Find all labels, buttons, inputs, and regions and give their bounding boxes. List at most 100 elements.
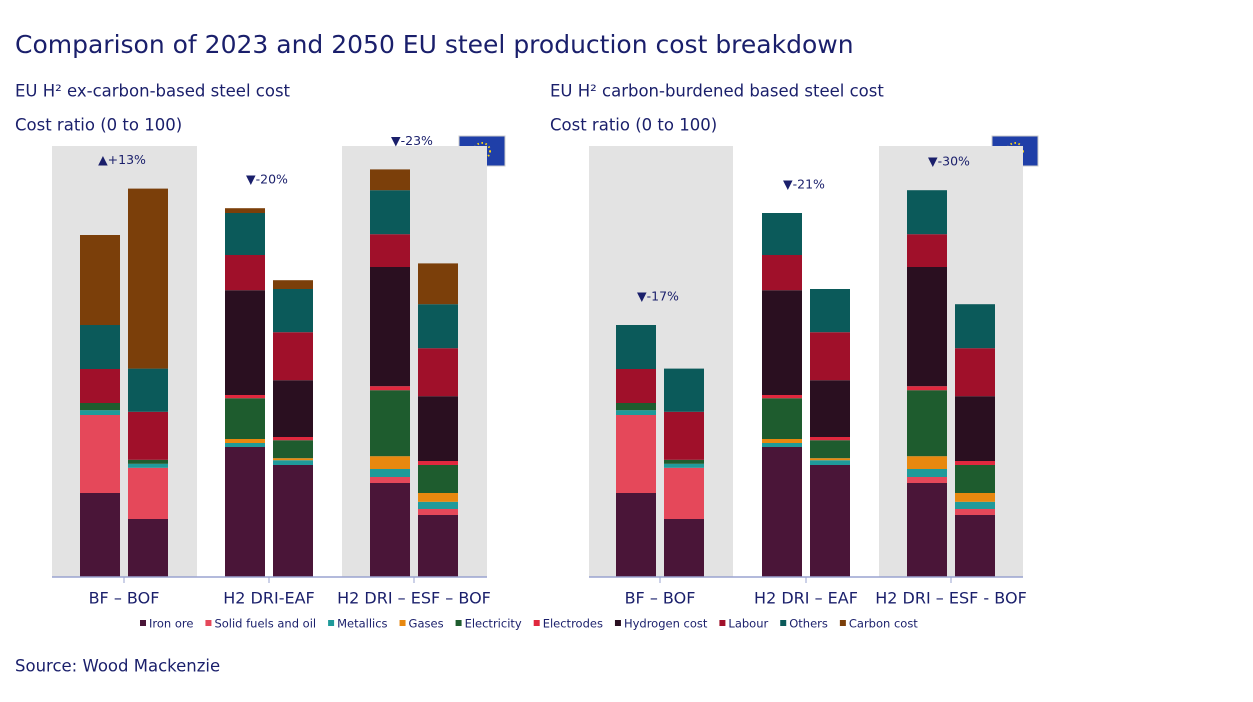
source: Source: Wood Mackenzie: [15, 657, 220, 676]
bar-segment: [616, 410, 656, 415]
bar-segment: [810, 465, 850, 577]
bar-segment: [273, 280, 313, 289]
annotation: ▲+13%: [98, 152, 146, 167]
bar-segment: [418, 465, 458, 493]
annotation: ▼-21%: [783, 177, 825, 192]
bar-segment: [664, 411, 704, 460]
bar-segment: [907, 483, 947, 577]
legend-label: Labour: [728, 617, 768, 631]
bar-segment: [225, 398, 265, 439]
bar-segment: [955, 493, 995, 502]
bar-segment: [273, 440, 313, 459]
bar-segment: [616, 493, 656, 577]
bar-segment: [370, 477, 410, 483]
backgrounds: [52, 146, 487, 577]
legend-swatch: [780, 620, 787, 626]
legend-label: Hydrogen cost: [624, 617, 708, 631]
bar-segment: [370, 483, 410, 577]
bar-segment: [273, 289, 313, 333]
legend-swatch: [839, 620, 846, 626]
bar-segment: [955, 304, 995, 349]
bar-segment: [418, 263, 458, 305]
annotation: ▼-17%: [637, 289, 679, 304]
bar-segment: [128, 519, 168, 577]
bar-segment: [762, 213, 802, 255]
bar-segment: [955, 515, 995, 577]
bar-segment: [273, 458, 313, 461]
bar-segment: [80, 410, 120, 415]
bar-segment: [128, 467, 168, 519]
bar-segment: [225, 290, 265, 395]
annotation: ▼-23%: [391, 133, 433, 148]
bar-segment: [810, 289, 850, 333]
bar-segment: [418, 304, 458, 349]
bar-segment: [80, 235, 120, 325]
annotation: ▼-20%: [246, 172, 288, 187]
bar-segment: [907, 469, 947, 477]
bar-segment: [418, 509, 458, 515]
bars: [616, 190, 995, 577]
bar-segment: [907, 477, 947, 483]
annotation: ▼-30%: [928, 154, 970, 169]
legend-label: Metallics: [337, 617, 387, 631]
bar-segment: [616, 415, 656, 493]
bar-segment: [273, 380, 313, 437]
bar-segment: [907, 386, 947, 391]
bar-segment: [370, 267, 410, 387]
legend-label: Others: [789, 617, 828, 631]
bar-segment: [955, 465, 995, 493]
bar-segment: [418, 501, 458, 509]
bar-segment: [225, 255, 265, 291]
bar-segment: [616, 369, 656, 403]
legend-label: Electrodes: [543, 617, 603, 631]
bar-segment: [810, 332, 850, 381]
legend-label: Electricity: [465, 617, 522, 631]
x-tick-label: H2 DRI – EAF: [754, 589, 858, 608]
bar-segment: [418, 396, 458, 461]
page-title: Comparison of 2023 and 2050 EU steel pro…: [15, 30, 854, 59]
bar-segment: [810, 460, 850, 465]
bar-segment: [225, 447, 265, 577]
bar-segment: [370, 234, 410, 267]
legend-label: Carbon cost: [849, 617, 918, 631]
legend-label: Solid fuels and oil: [214, 617, 316, 631]
bar-segment: [80, 415, 120, 493]
bar-segment: [370, 456, 410, 469]
bar-segment: [664, 368, 704, 412]
bar-segment: [907, 267, 947, 387]
bar-segment: [273, 460, 313, 465]
group-background: [879, 146, 1023, 577]
legend-swatch: [614, 620, 621, 626]
bar-segment: [225, 443, 265, 447]
bar-segment: [225, 439, 265, 443]
subtitle: EU H² carbon-burdened based steel cost: [550, 82, 884, 101]
bar-segment: [664, 467, 704, 519]
bars: [80, 169, 458, 577]
group-background: [342, 146, 487, 577]
bar-segment: [762, 395, 802, 399]
bar-segment: [128, 411, 168, 460]
bar-segment: [907, 390, 947, 457]
bar-segment: [225, 208, 265, 213]
bar-segment: [418, 515, 458, 577]
x-tick-label: H2 DRI-EAF: [223, 589, 314, 608]
legend-label: Iron ore: [149, 617, 193, 631]
x-tick-label: H2 DRI – ESF – BOF: [337, 589, 491, 608]
bar-segment: [80, 369, 120, 403]
legend-swatch: [328, 620, 335, 626]
x-tick-label: H2 DRI – ESF - BOF: [875, 589, 1027, 608]
legend-label: Gases: [409, 617, 444, 631]
y-axis-label: Cost ratio (0 to 100): [15, 116, 182, 135]
bar-segment: [225, 395, 265, 399]
bar-segment: [907, 190, 947, 235]
bar-segment: [128, 463, 168, 468]
bar-segment: [370, 390, 410, 457]
bar-segment: [370, 386, 410, 391]
bar-segment: [907, 456, 947, 469]
bar-segment: [810, 440, 850, 459]
bar-segment: [418, 493, 458, 502]
legend-swatch: [455, 620, 462, 626]
bar-segment: [273, 465, 313, 577]
bar-segment: [370, 469, 410, 477]
